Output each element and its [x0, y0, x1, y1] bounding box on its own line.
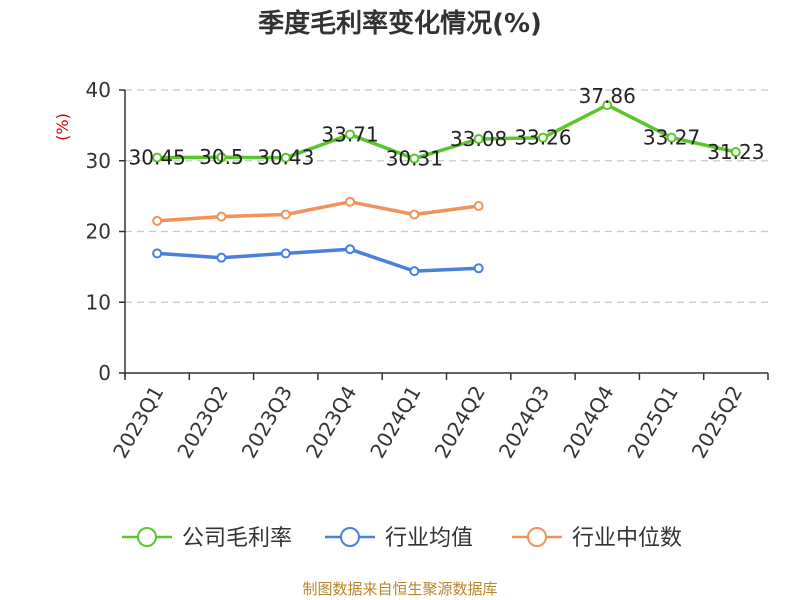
legend: 公司毛利率 行业均值 行业中位数 — [122, 526, 682, 551]
y-tick-label-10: 10 — [86, 290, 111, 314]
y-tick-label-20: 20 — [86, 220, 111, 244]
y-axis-label: (%) — [53, 113, 72, 141]
data-point — [280, 248, 291, 259]
data-point — [345, 196, 356, 207]
y-tick-label-30: 30 — [86, 149, 111, 173]
data-point — [152, 248, 163, 259]
legend-marker — [340, 527, 360, 547]
legend-marker — [137, 527, 157, 547]
data-label: 30.5 — [199, 145, 244, 169]
y-tick-label-0: 0 — [98, 361, 111, 385]
data-point — [602, 100, 613, 111]
x-tick-label-2025Q2: 2025Q2 — [687, 382, 747, 463]
x-tick-label-2025Q1: 2025Q1 — [622, 382, 682, 463]
data-point — [152, 215, 163, 226]
data-point — [473, 201, 484, 212]
data-point — [730, 147, 741, 158]
chart-title: 季度毛利率变化情况(%) — [258, 8, 542, 39]
x-tick-label-2024Q1: 2024Q1 — [365, 382, 425, 463]
data-point — [216, 252, 227, 263]
axes — [119, 89, 769, 380]
x-tick-label-2023Q4: 2023Q4 — [301, 382, 361, 463]
source-note: 制图数据来自恒生聚源数据库 — [302, 580, 497, 598]
x-tick-label-2024Q4: 2024Q4 — [558, 382, 618, 463]
legend-label: 行业中位数 — [572, 526, 682, 551]
series-line-0 — [157, 103, 737, 161]
data-point — [216, 211, 227, 222]
data-label: 33.71 — [321, 123, 378, 147]
data-point — [409, 209, 420, 220]
data-point — [216, 152, 227, 163]
data-label: 31.23 — [707, 140, 764, 164]
data-point — [345, 244, 356, 255]
x-tick-labels: 2023Q1 2023Q2 2023Q3 2023Q4 2024Q1 2024Q2 2024… — [108, 382, 747, 463]
series-group: 30.45 30.5 30.43 33.71 30.31 33.08 33.26 37.86 3… — [129, 84, 764, 277]
data-point — [473, 263, 484, 274]
data-label: 30.45 — [129, 146, 186, 170]
data-label: 30.43 — [257, 146, 314, 170]
y-tick-label-40: 40 — [86, 78, 111, 102]
data-point — [409, 266, 420, 277]
data-point — [473, 133, 484, 144]
data-label: 37.86 — [579, 84, 636, 108]
data-point — [280, 209, 291, 220]
legend-label: 行业均值 — [385, 526, 473, 551]
data-label: 30.31 — [386, 147, 443, 171]
legend-label: 公司毛利率 — [182, 526, 292, 551]
series-line-1 — [157, 247, 479, 273]
data-label: 33.08 — [450, 127, 507, 151]
data-label: 33.26 — [514, 126, 571, 150]
data-point — [537, 132, 548, 143]
data-point — [666, 132, 677, 143]
x-tick-label-2023Q1: 2023Q1 — [108, 382, 168, 463]
data-label: 33.27 — [643, 126, 700, 150]
x-tick-label-2024Q3: 2024Q3 — [494, 382, 554, 463]
y-tick-labels: 0 10 20 30 40 — [86, 78, 111, 385]
data-point — [280, 152, 291, 163]
data-point — [345, 129, 356, 140]
series-line-2 — [157, 200, 479, 223]
x-tick-label-2024Q2: 2024Q2 — [430, 382, 490, 463]
x-tick-label-2023Q3: 2023Q3 — [237, 382, 297, 463]
data-point — [409, 153, 420, 164]
legend-marker — [527, 527, 547, 547]
x-tick-label-2023Q2: 2023Q2 — [172, 382, 232, 463]
data-point — [152, 152, 163, 163]
